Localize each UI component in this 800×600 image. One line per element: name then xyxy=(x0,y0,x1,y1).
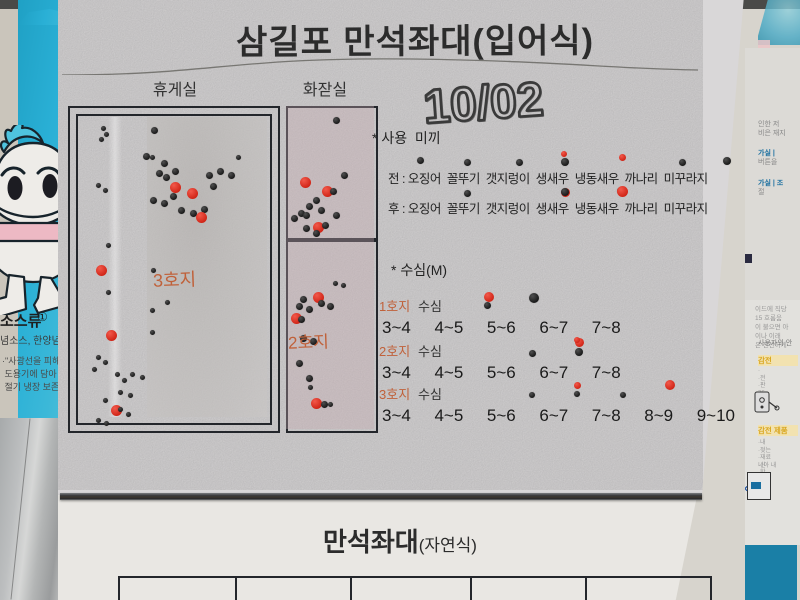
svg-text:10/02: 10/02 xyxy=(423,74,547,135)
